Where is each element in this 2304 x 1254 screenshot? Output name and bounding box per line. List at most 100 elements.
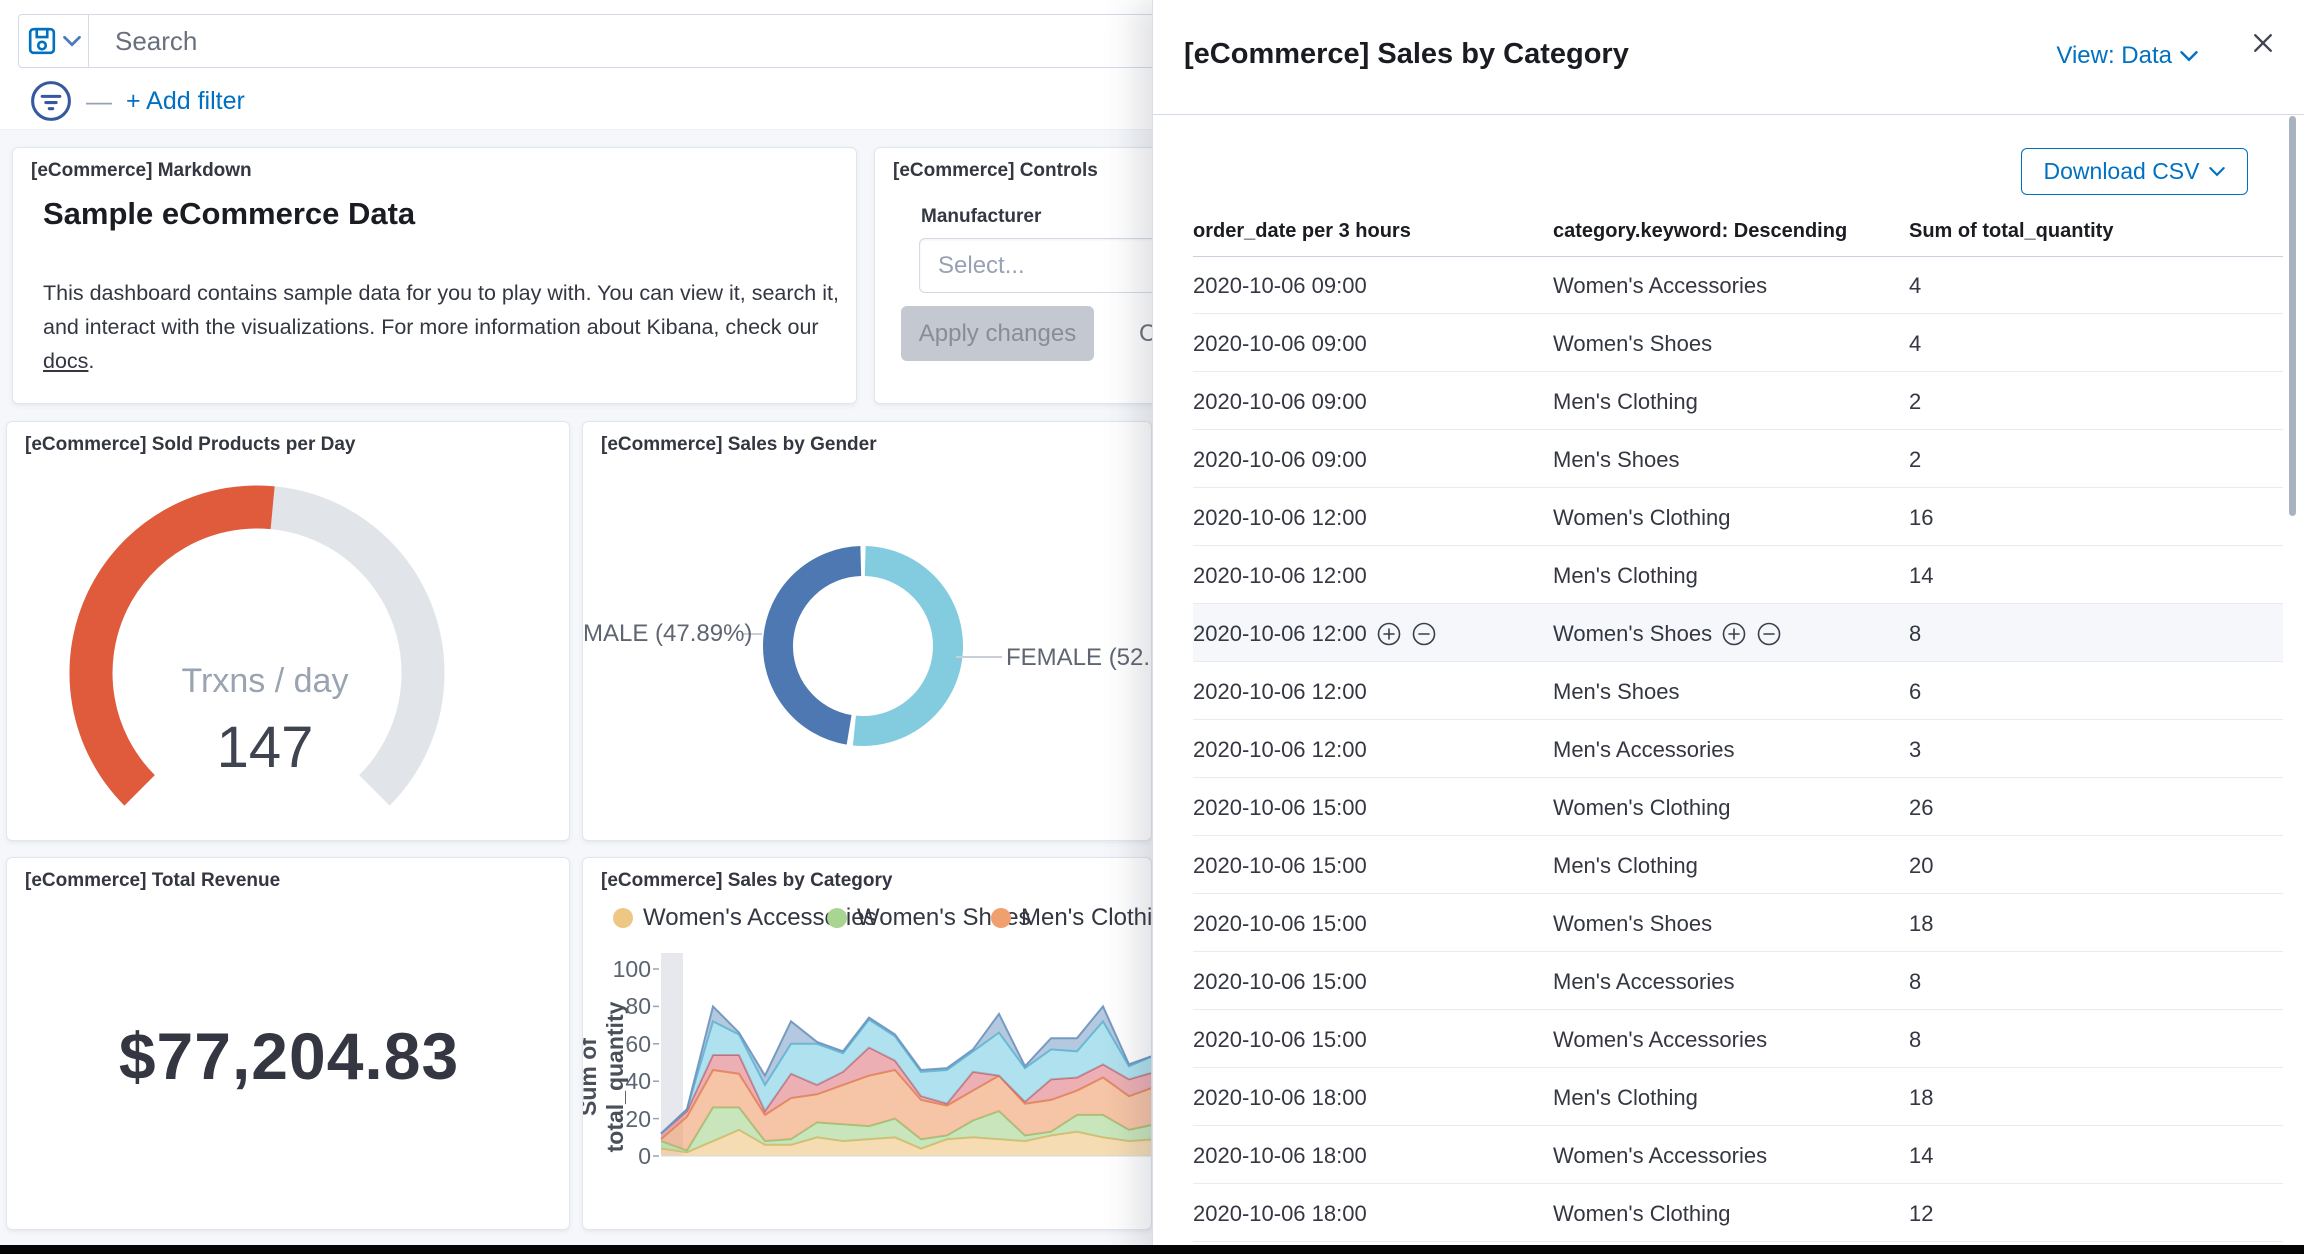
filter-out-icon[interactable]: [1411, 621, 1437, 647]
table-row: 2020-10-06 12:00 Men's Clothing 14: [1193, 546, 2283, 604]
table-row: 2020-10-06 18:00 Women's Accessories 14: [1193, 1126, 2283, 1184]
cell-category: Women's Shoes: [1553, 331, 1713, 356]
table-row: 2020-10-06 15:00 Women's Clothing 26: [1193, 778, 2283, 836]
cell-order-date: 2020-10-06 09:00: [1193, 447, 1367, 472]
table-header-row: order_date per 3 hours category.keyword:…: [1193, 206, 2283, 257]
cell-quantity: 14: [1909, 563, 1934, 588]
column-header-sum-quantity[interactable]: Sum of total_quantity: [1909, 220, 2114, 242]
cell-order-date: 2020-10-06 09:00: [1193, 331, 1367, 356]
cell-quantity: 4: [1909, 331, 1922, 356]
cell-order-date: 2020-10-06 09:00: [1193, 389, 1367, 414]
cell-category: Women's Shoes: [1553, 621, 1782, 647]
table-row: 2020-10-06 09:00 Men's Shoes 2: [1193, 430, 2283, 488]
panel-title: [eCommerce] Sold Products per Day: [25, 434, 356, 455]
y-tick-label: 0: [638, 1143, 651, 1169]
table-row: 2020-10-06 09:00 Women's Accessories 4: [1193, 256, 2283, 314]
y-tick-label: 20: [625, 1105, 651, 1132]
cell-order-date: 2020-10-06 12:00: [1193, 621, 1437, 647]
table-row: 2020-10-06 15:00 Men's Clothing 20: [1193, 836, 2283, 894]
cell-order-date: 2020-10-06 15:00: [1193, 911, 1367, 936]
panel-title: [eCommerce] Sales by Category: [601, 870, 893, 891]
cell-order-date: 2020-10-06 15:00: [1193, 853, 1367, 878]
saved-query-button[interactable]: [19, 15, 89, 67]
search-input[interactable]: Search: [115, 25, 198, 56]
gauge-value: 147: [216, 715, 314, 780]
y-tick-label: 100: [612, 956, 651, 982]
table-row: 2020-10-06 09:00 Women's Shoes 4: [1193, 314, 2283, 372]
panel-title: [eCommerce] Total Revenue: [25, 870, 281, 891]
flyout-scrollbar[interactable]: [2289, 116, 2296, 516]
filter-for-icon[interactable]: [1376, 621, 1402, 647]
apply-changes-button[interactable]: Apply changes: [901, 306, 1094, 361]
flyout-title: [eCommerce] Sales by Category: [1184, 38, 1629, 70]
header-divider: [1193, 256, 2283, 257]
cell-quantity: 2: [1909, 447, 1922, 472]
cell-category: Women's Accessories: [1553, 1027, 1768, 1052]
view-data-dropdown[interactable]: View: Data: [2056, 42, 2198, 70]
cell-category: Men's Shoes: [1553, 679, 1680, 704]
male-slice-label: MALE (47.89%): [583, 620, 753, 647]
legend-item[interactable]: Men's Clothing: [991, 904, 1152, 932]
table-row: 2020-10-06 12:00 Women's Shoes 8: [1193, 604, 2283, 662]
cell-order-date: 2020-10-06 15:00: [1193, 795, 1367, 820]
panel-title: [eCommerce] Markdown: [31, 160, 252, 181]
manufacturer-select[interactable]: Select...: [919, 238, 1169, 293]
cell-order-date: 2020-10-06 15:00: [1193, 1027, 1367, 1052]
filter-separator: —: [86, 85, 112, 116]
filter-bar: — + Add filter: [28, 80, 245, 122]
gauge-chart: [69, 485, 445, 806]
cell-quantity: 12: [1909, 1201, 1934, 1226]
column-header-order-date[interactable]: order_date per 3 hours: [1193, 220, 1411, 242]
table-row: 2020-10-06 09:00 Men's Clothing 2: [1193, 372, 2283, 430]
column-header-category[interactable]: category.keyword: Descending: [1553, 220, 1848, 242]
cell-category: Men's Shoes: [1553, 447, 1680, 472]
cell-order-date: 2020-10-06 18:00: [1193, 1085, 1367, 1110]
cell-order-date: 2020-10-06 12:00: [1193, 737, 1367, 762]
download-csv-button[interactable]: Download CSV: [2021, 148, 2248, 195]
docs-link[interactable]: docs: [43, 349, 89, 373]
filter-out-icon[interactable]: [1756, 621, 1782, 647]
data-table: order_date per 3 hours category.keyword:…: [1193, 206, 2283, 1242]
manufacturer-label: Manufacturer: [921, 206, 1042, 227]
cell-category: Men's Clothing: [1553, 1085, 1698, 1110]
chevron-down-icon: [2180, 51, 2198, 62]
cell-category: Women's Shoes: [1553, 911, 1713, 936]
cell-quantity: 4: [1909, 273, 1922, 298]
panel-sales-by-gender: [eCommerce] Sales by Gender MALE (47.89%…: [582, 421, 1152, 841]
panel-title: [eCommerce] Sales by Gender: [601, 434, 877, 455]
cell-order-date: 2020-10-06 15:00: [1193, 969, 1367, 994]
cell-category: Women's Accessories: [1553, 1143, 1768, 1168]
cell-category: Women's Clothing: [1553, 505, 1731, 530]
add-filter-link[interactable]: + Add filter: [126, 86, 245, 115]
filter-circle-icon[interactable]: [28, 78, 74, 124]
cell-quantity: 18: [1909, 911, 1934, 936]
y-tick-label: 40: [625, 1068, 651, 1095]
select-placeholder: Select...: [938, 251, 1025, 279]
gauge-label: Trxns / day: [181, 662, 349, 700]
cell-quantity: 26: [1909, 795, 1934, 820]
total-revenue-value: $77,204.83: [118, 1019, 460, 1093]
legend-label: Men's Clothing: [1021, 904, 1152, 931]
cell-quantity: 16: [1909, 505, 1934, 530]
filter-for-icon[interactable]: [1721, 621, 1747, 647]
cell-category: Men's Clothing: [1553, 853, 1698, 878]
cell-category: Men's Clothing: [1553, 563, 1698, 588]
cell-quantity: 8: [1909, 1027, 1922, 1052]
cell-quantity: 18: [1909, 1085, 1934, 1110]
cell-order-date: 2020-10-06 12:00: [1193, 563, 1367, 588]
chevron-down-icon: [62, 35, 81, 47]
cell-category: Women's Accessories: [1553, 273, 1768, 298]
panel-title: [eCommerce] Controls: [893, 160, 1098, 181]
cell-quantity: 8: [1909, 969, 1922, 994]
cell-quantity: 14: [1909, 1143, 1934, 1168]
markdown-body: This dashboard contains sample data for …: [43, 281, 839, 373]
close-icon[interactable]: [2250, 30, 2276, 56]
table-row: 2020-10-06 15:00 Women's Shoes 18: [1193, 894, 2283, 952]
cell-category: Women's Clothing: [1553, 795, 1731, 820]
cell-order-date: 2020-10-06 12:00: [1193, 505, 1367, 530]
table-row: 2020-10-06 15:00 Men's Accessories 8: [1193, 952, 2283, 1010]
bottom-black-strip: [0, 1245, 2304, 1254]
table-body: 2020-10-06 09:00 Women's Accessories 4 2020…: [1193, 256, 2283, 1242]
cell-quantity: 6: [1909, 679, 1922, 704]
